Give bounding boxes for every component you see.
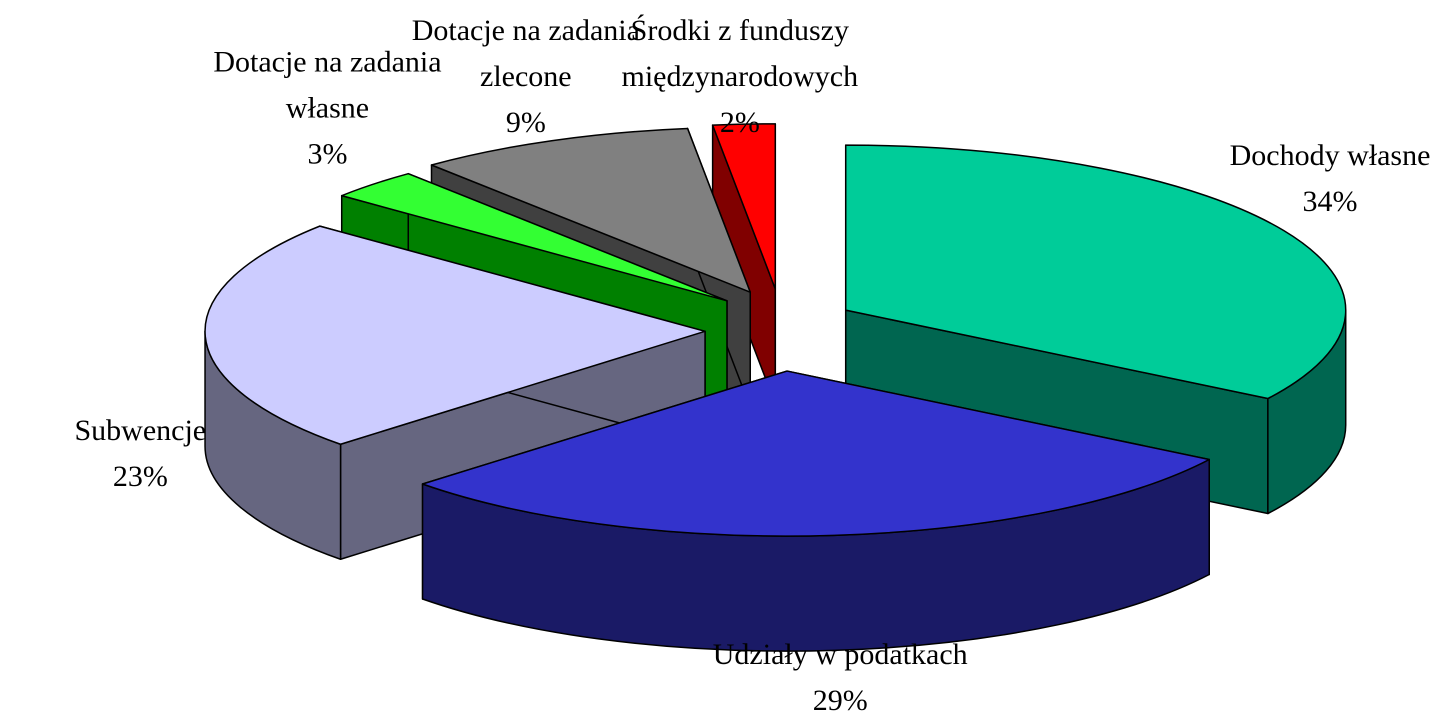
value-label: 2%	[720, 106, 760, 139]
slice-label: Dotacje na zadania zlecone 9%	[412, 14, 640, 139]
value-label: 34%	[1303, 185, 1358, 218]
slice-top	[711, 123, 777, 290]
category-label: Dochody własne	[1230, 139, 1431, 172]
value-label: 3%	[307, 137, 347, 170]
category-label: Udziały w podatkach	[713, 638, 968, 671]
slice-top	[430, 127, 751, 293]
category-label: Dotacje na zadania zlecone	[412, 14, 640, 93]
category-label: Subwencje	[74, 414, 206, 447]
slice-top	[204, 225, 706, 445]
slice-label: Udziały w podatkach 29%	[713, 638, 968, 717]
slice-label: Środki z funduszy międzynarodowych 2%	[622, 14, 859, 139]
slice-top	[421, 370, 1210, 537]
value-label: 23%	[113, 460, 168, 493]
slice-top	[340, 172, 728, 302]
value-label: 9%	[506, 106, 546, 139]
value-label: 29%	[813, 684, 868, 717]
slice-top	[844, 144, 1347, 400]
category-label: Dotacje na zadania własne	[213, 45, 441, 124]
category-label: Środki z funduszy międzynarodowych	[622, 14, 859, 93]
slice-label: Dochody własne 34%	[1230, 139, 1431, 218]
slice-label: Dotacje na zadania własne 3%	[213, 45, 441, 170]
slice-label: Subwencje 23%	[74, 414, 206, 493]
